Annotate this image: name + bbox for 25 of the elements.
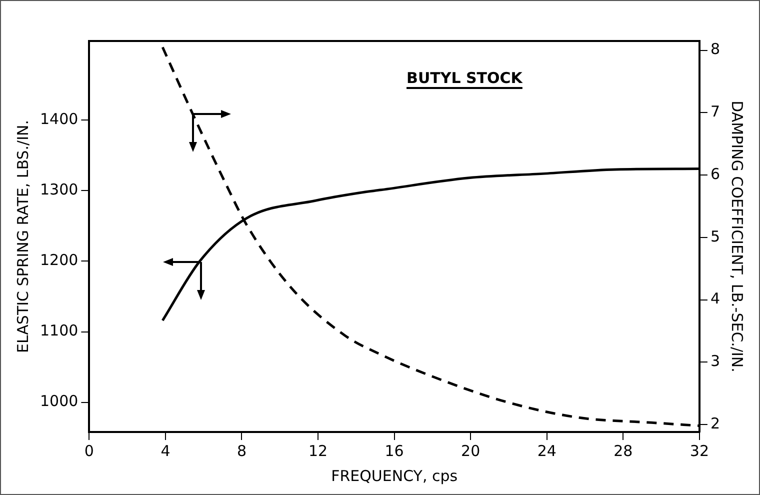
y-tick-label: 1000 — [40, 392, 78, 410]
x-tick-label: 20 — [461, 442, 480, 460]
y2-axis-title: DAMPING COEFFICIENT, LB.-SEC./IN. — [728, 100, 746, 372]
y2-tick-label: 2 — [710, 414, 720, 432]
y2-tick-label: 7 — [710, 102, 720, 121]
x-tick-label: 0 — [84, 442, 94, 460]
x-tick-label: 4 — [160, 442, 170, 460]
y-tick-label: 1300 — [40, 180, 78, 199]
y-tick-label: 1100 — [40, 322, 78, 340]
y2-tick-label: 8 — [710, 40, 720, 58]
y2-tick-label: 6 — [710, 164, 720, 183]
x-tick-label: 24 — [537, 442, 556, 460]
x-tick-label: 12 — [308, 442, 328, 460]
x-tick-label: 32 — [690, 442, 710, 460]
annotation: BUTYL STOCK — [406, 69, 524, 87]
y-tick-label: 1400 — [40, 110, 78, 128]
y2-tick-label: 4 — [710, 290, 720, 308]
x-tick-label: 28 — [614, 442, 633, 460]
y2-tick-label: 3 — [710, 352, 720, 370]
y-axis-title: ELASTIC SPRING RATE, LBS./IN. — [14, 120, 32, 354]
y2-tick-label: 5 — [710, 227, 720, 246]
x-tick-label: 8 — [236, 442, 247, 460]
x-tick-label: 16 — [384, 442, 404, 460]
y-tick-label: 1200 — [40, 251, 78, 270]
x-axis-title: FREQUENCY, cps — [331, 466, 458, 485]
